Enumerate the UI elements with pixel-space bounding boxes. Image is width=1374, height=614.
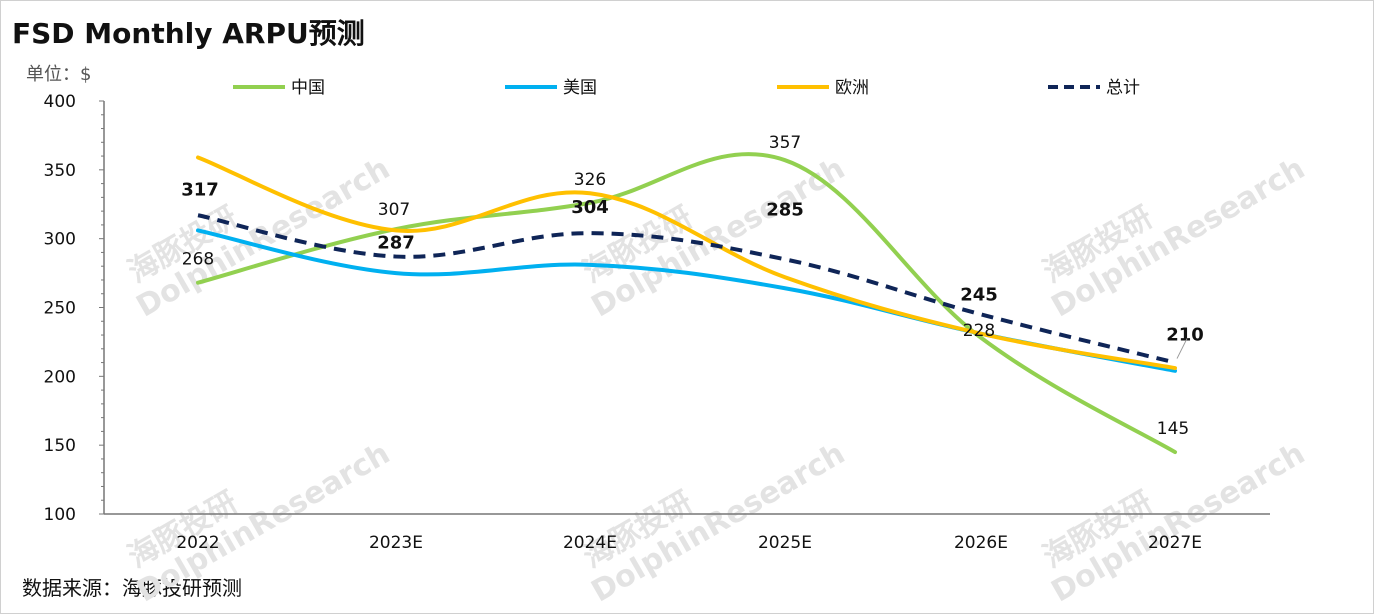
y-tick-label: 100 — [44, 505, 76, 525]
x-tick-label: 2027E — [1148, 533, 1202, 553]
legend-label: 中国 — [291, 78, 325, 98]
x-tick-label: 2024E — [563, 533, 617, 553]
data-label: 317 — [181, 179, 219, 200]
y-tick-label: 150 — [44, 436, 76, 456]
data-label: 357 — [769, 133, 801, 153]
legend-label: 欧洲 — [835, 78, 869, 98]
x-tick-label: 2025E — [758, 533, 812, 553]
data-label: 304 — [571, 197, 609, 218]
series-line-3 — [197, 213, 1176, 365]
data-label: 245 — [960, 284, 998, 305]
source-note: 数据来源：海豚投研预测 — [22, 576, 242, 600]
data-label: 210 — [1166, 325, 1204, 346]
data-label: 307 — [378, 200, 410, 220]
data-label: 228 — [963, 321, 995, 341]
x-tick-label: 2026E — [954, 533, 1008, 553]
series-line-2 — [196, 155, 1177, 371]
data-labels: 268 307 326 357 228 145 317 287 304 285 245 210 — [181, 133, 1204, 439]
y-tick-label: 200 — [44, 367, 76, 387]
data-label: 145 — [1157, 419, 1189, 439]
y-tick-label: 400 — [44, 92, 76, 112]
legend-item: 美国 — [505, 78, 597, 98]
y-tick-label: 300 — [44, 230, 76, 250]
axes: 400 350 300 250 200 150 100 2022 2023E 2024E 2025E… — [44, 92, 1270, 553]
data-label: 268 — [182, 250, 214, 270]
y-tick-label: 250 — [44, 299, 76, 319]
data-label: 326 — [574, 170, 606, 190]
y-tick-label: 350 — [44, 161, 76, 181]
legend-label: 美国 — [563, 78, 597, 98]
x-tick-label: 2022 — [176, 533, 219, 553]
legend-item: 中国 — [233, 78, 325, 98]
legend: 中国 美国 欧洲 总计 — [233, 78, 1140, 98]
x-tick-label: 2023E — [369, 533, 423, 553]
label-leader-line — [1176, 338, 1188, 359]
data-label: 285 — [766, 199, 804, 220]
data-label: 287 — [377, 233, 415, 254]
legend-label: 总计 — [1106, 78, 1140, 98]
legend-item: 总计 — [1048, 78, 1140, 98]
series-lines — [196, 152, 1177, 455]
chart-title: FSD Monthly ARPU预测 — [12, 17, 365, 50]
unit-label: 单位：$ — [26, 64, 92, 85]
legend-item: 欧洲 — [777, 78, 869, 98]
series-line-0 — [196, 152, 1177, 455]
